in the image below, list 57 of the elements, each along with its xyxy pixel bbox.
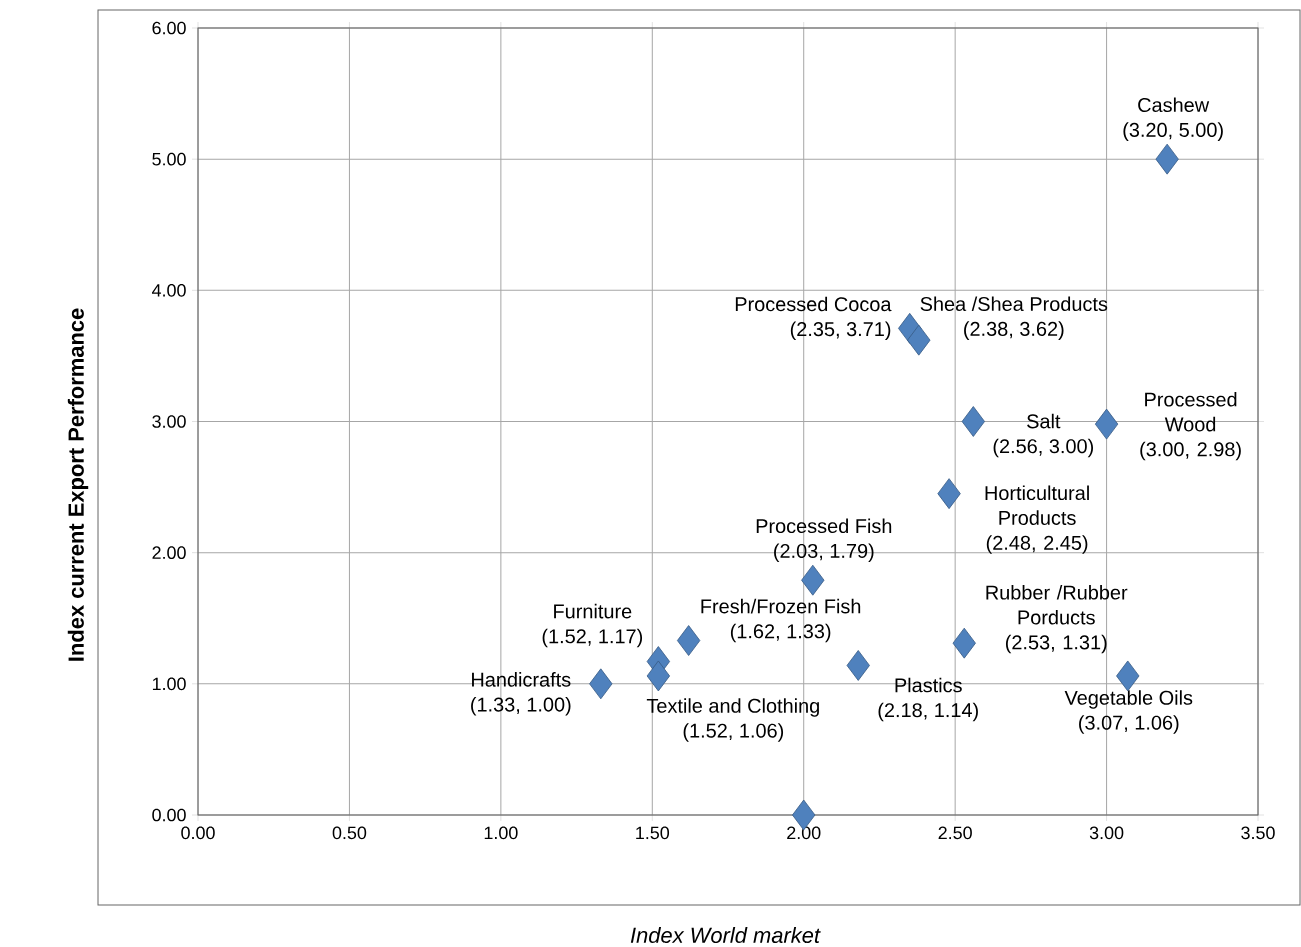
data-label: (1.52, 1.06) [683,723,784,742]
data-label: (2.56, 3.00) [993,438,1094,458]
data-label: (2.35, 3.71) [790,321,891,341]
y-tick-label: 2.00 [152,546,186,559]
annotation: Handicrafts [472,672,571,687]
y-tick-label: 4.00 [151,283,186,297]
x-tick-label: 1.50 [636,826,670,840]
y-tick-label: 1.00 [152,677,186,691]
point [907,324,931,356]
annotation: Furniture [554,603,632,619]
x-tick-label: 1.00 [484,826,518,840]
point [1155,143,1179,175]
point [961,406,985,437]
point [801,564,825,596]
point [1094,408,1119,440]
data-label: (1.33, 1.00) [471,697,571,716]
x-axis-title: Index World market [630,926,821,944]
data-label: (3.07, 1.06) [1079,715,1179,734]
x-tick-label: 0.00 [181,826,215,840]
data-label: (2.48, 2.45) [986,535,1088,554]
x-tick-label: 3.50 [1241,826,1275,840]
annotation: Vegetable Oils [1064,690,1193,709]
annotation: Fresh/Frozen Fish [701,598,861,614]
point [676,625,701,656]
annotation: Processed Wood [1145,391,1237,432]
y-tick-label: 0.00 [152,808,186,822]
annotation: Horticultural Products [985,485,1089,525]
data-label: (1.62, 1.33) [730,623,831,643]
point [937,478,961,510]
data-label: (1.52, 1.17) [542,628,643,648]
y-tick-label: 3.00 [152,415,186,428]
point [589,668,613,700]
data-label: (2.18, 1.14) [878,702,978,722]
annotation: Processed Fish [756,518,892,534]
annotation: Plastics [895,677,962,693]
x-tick-label: 3.00 [1089,826,1124,840]
annotation: Rubber /Rubber Porducts [986,584,1128,625]
y-tick-label: 6.00 [152,21,186,35]
x-tick-label: 2.50 [938,826,972,840]
data-label: (3.00, 2.98) [1140,441,1241,461]
point [846,650,870,681]
point [952,627,976,659]
x-tick-label: 2.00 [787,826,821,840]
y-tick-label: 5.00 [152,152,186,166]
point [646,660,670,692]
data-label: (3.20, 5.00) [1123,122,1223,141]
annotation: Shea /Shea Products [920,296,1108,312]
x-tick-label: 0.50 [332,826,367,840]
annotation: Textile and Clothing [646,698,819,717]
annotation: Processed Cocoa [735,296,892,312]
data-label: (2.38, 3.62) [964,321,1064,340]
data-label: (2.03, 1.79) [774,543,874,562]
annotation: Salt [1027,413,1061,429]
point [1116,660,1140,692]
annotation: Cashew [1138,97,1210,113]
y-axis-title: Index current Export Performance [67,308,89,661]
data-label: (2.53, 1.31) [1005,634,1107,654]
